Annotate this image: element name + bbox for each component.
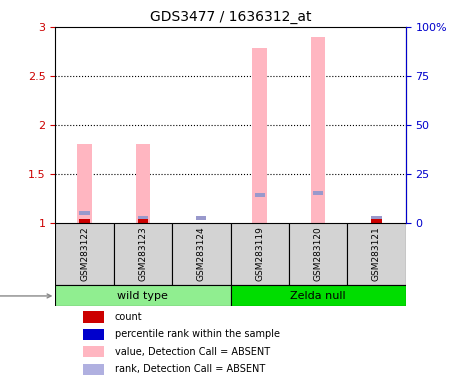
Bar [136,144,150,223]
Bar [311,36,325,223]
FancyBboxPatch shape [172,223,230,285]
Bar [196,216,207,220]
FancyBboxPatch shape [230,223,289,285]
Text: count: count [115,312,142,322]
Text: GSM283120: GSM283120 [313,227,323,281]
Text: value, Detection Call = ABSENT: value, Detection Call = ABSENT [115,347,270,357]
Bar [138,218,148,223]
Text: GSM283119: GSM283119 [255,227,264,281]
Bar [372,216,382,220]
Bar [79,218,89,223]
FancyBboxPatch shape [55,285,230,306]
Bar [83,311,104,323]
Text: GSM283121: GSM283121 [372,227,381,281]
FancyBboxPatch shape [230,285,406,306]
Bar [313,191,323,195]
Bar [372,218,382,223]
Text: GSM283124: GSM283124 [197,227,206,281]
Bar [79,211,89,215]
FancyBboxPatch shape [289,223,347,285]
Text: Zelda null: Zelda null [290,291,346,301]
FancyBboxPatch shape [114,223,172,285]
Bar [254,193,265,197]
FancyBboxPatch shape [55,223,114,285]
Text: GSM283123: GSM283123 [138,227,148,281]
Bar [77,144,92,223]
Bar [83,329,104,340]
FancyBboxPatch shape [347,223,406,285]
Text: percentile rank within the sample: percentile rank within the sample [115,329,280,339]
Text: GSM283122: GSM283122 [80,227,89,281]
Title: GDS3477 / 1636312_at: GDS3477 / 1636312_at [150,10,311,25]
Text: wild type: wild type [118,291,168,301]
Bar [253,48,267,223]
Bar [138,216,148,220]
Bar [83,364,104,375]
Text: genotype/variation: genotype/variation [0,291,51,301]
Bar [83,346,104,358]
Text: rank, Detection Call = ABSENT: rank, Detection Call = ABSENT [115,364,265,374]
